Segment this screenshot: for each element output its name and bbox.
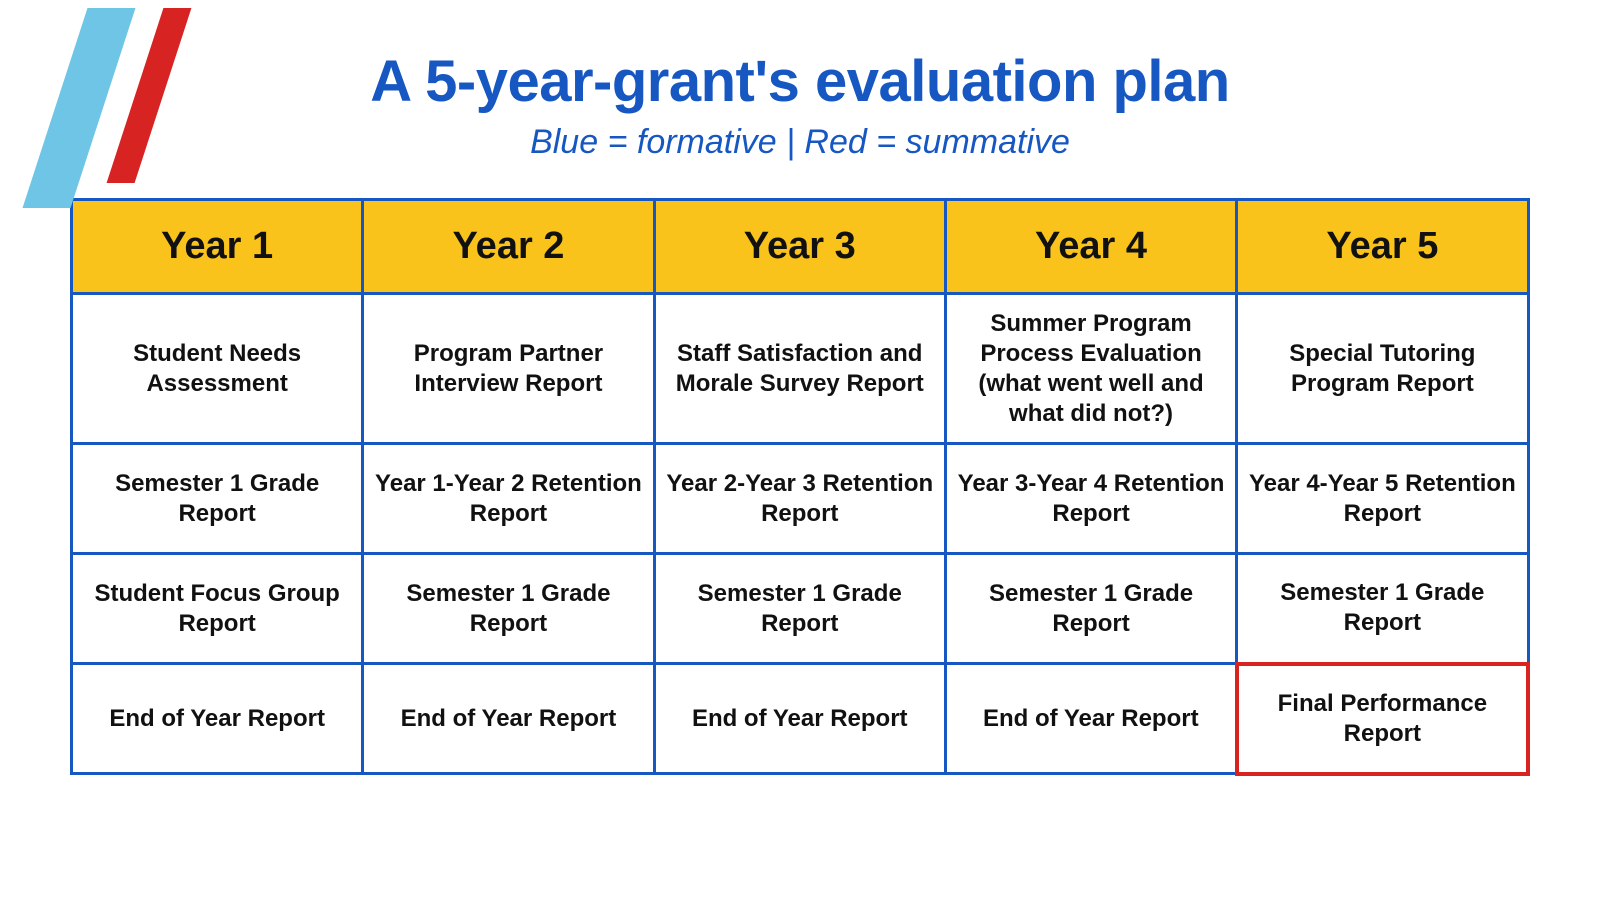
table-cell: Semester 1 Grade Report bbox=[945, 554, 1236, 664]
col-header-year2: Year 2 bbox=[363, 200, 654, 294]
col-header-year5: Year 5 bbox=[1237, 200, 1528, 294]
table-cell: Student Focus Group Report bbox=[72, 554, 363, 664]
table-cell: Semester 1 Grade Report bbox=[72, 444, 363, 554]
page-subtitle: Blue = formative | Red = summative bbox=[0, 123, 1600, 162]
table-cell: Semester 1 Grade Report bbox=[363, 554, 654, 664]
table-cell: End of Year Report bbox=[72, 664, 363, 774]
table-header-row: Year 1 Year 2 Year 3 Year 4 Year 5 bbox=[72, 200, 1529, 294]
table-cell: Program Partner Interview Report bbox=[363, 294, 654, 444]
table-cell: End of Year Report bbox=[945, 664, 1236, 774]
table-cell: Year 3-Year 4 Retention Report bbox=[945, 444, 1236, 554]
table-row: Student Focus Group Report Semester 1 Gr… bbox=[72, 554, 1529, 664]
table-cell: Student Needs Assessment bbox=[72, 294, 363, 444]
table-cell: Year 4-Year 5 Retention Report bbox=[1237, 444, 1528, 554]
table-cell: Semester 1 Grade Report bbox=[1237, 554, 1528, 664]
table-row: End of Year Report End of Year Report En… bbox=[72, 664, 1529, 774]
col-header-year3: Year 3 bbox=[654, 200, 945, 294]
evaluation-table: Year 1 Year 2 Year 3 Year 4 Year 5 Stude… bbox=[70, 198, 1530, 776]
col-header-year1: Year 1 bbox=[72, 200, 363, 294]
table-cell: Year 2-Year 3 Retention Report bbox=[654, 444, 945, 554]
table-cell-summative: Final Performance Report bbox=[1237, 664, 1528, 774]
table-cell: End of Year Report bbox=[363, 664, 654, 774]
col-header-year4: Year 4 bbox=[945, 200, 1236, 294]
page-title: A 5-year-grant's evaluation plan bbox=[0, 48, 1600, 115]
table-cell: Summer Program Process Evaluation (what … bbox=[945, 294, 1236, 444]
table-cell: End of Year Report bbox=[654, 664, 945, 774]
table-cell: Special Tutoring Program Report bbox=[1237, 294, 1528, 444]
table-cell: Year 1-Year 2 Retention Report bbox=[363, 444, 654, 554]
table-cell: Staff Satisfaction and Morale Survey Rep… bbox=[654, 294, 945, 444]
evaluation-table-container: Year 1 Year 2 Year 3 Year 4 Year 5 Stude… bbox=[70, 198, 1530, 776]
table-row: Semester 1 Grade Report Year 1-Year 2 Re… bbox=[72, 444, 1529, 554]
table-row: Student Needs Assessment Program Partner… bbox=[72, 294, 1529, 444]
table-cell: Semester 1 Grade Report bbox=[654, 554, 945, 664]
